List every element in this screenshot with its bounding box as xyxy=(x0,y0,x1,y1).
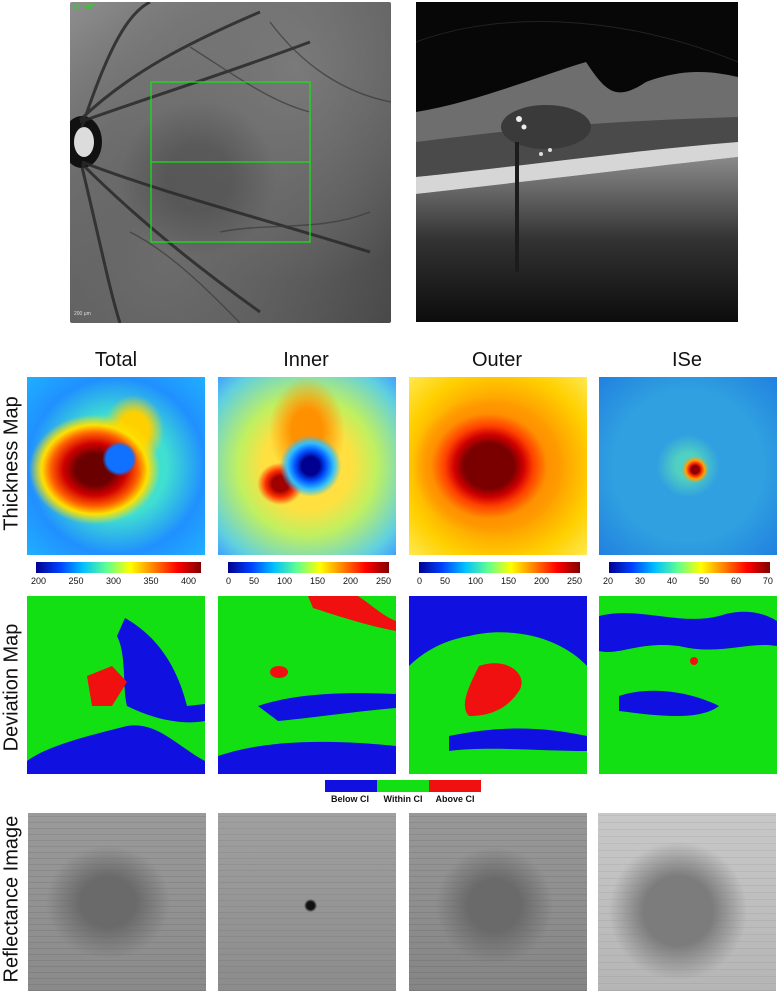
colorbar-outer xyxy=(419,562,580,573)
fundus-image: 30° ART 200 μm xyxy=(70,2,391,323)
deviation-map-outer xyxy=(409,596,587,774)
column-title-total: Total xyxy=(94,349,138,371)
fundus-label: 30° ART xyxy=(73,5,96,11)
colorbar-inner xyxy=(228,562,389,573)
deviation-map-total xyxy=(27,596,205,774)
column-title-ise: ISe xyxy=(671,349,703,371)
reflectance-image-ise xyxy=(598,813,776,991)
reflectance-image-total xyxy=(28,813,206,991)
row-title-thickness: Thickness Map xyxy=(0,396,23,531)
colorbar-ticks-ise: 20 30 40 50 60 70 xyxy=(603,576,773,586)
legend-within-swatch xyxy=(377,780,429,792)
thickness-map-total xyxy=(27,377,205,555)
thickness-map-inner xyxy=(218,377,396,555)
reflectance-image-inner xyxy=(218,813,396,991)
oct-bscan-image xyxy=(416,2,738,322)
colorbar-ticks-total: 200 250 300 350 400 xyxy=(31,576,196,586)
legend-above-swatch xyxy=(429,780,481,792)
row-title-deviation: Deviation Map xyxy=(0,623,23,752)
deviation-map-ise xyxy=(599,596,777,774)
column-title-inner: Inner xyxy=(283,349,329,371)
fundus-scale-label: 200 μm xyxy=(74,311,91,317)
reflectance-image-outer xyxy=(409,813,587,991)
legend-within-label: Within CI xyxy=(383,794,423,804)
row-title-reflectance: Reflectance Image xyxy=(0,815,23,983)
colorbar-ticks-inner: 0 50 100 150 200 250 xyxy=(226,576,391,586)
colorbar-ticks-outer: 0 50 100 150 200 250 xyxy=(417,576,582,586)
deviation-map-inner xyxy=(218,596,396,774)
colorbar-ise xyxy=(609,562,770,573)
column-title-outer: Outer xyxy=(471,349,523,371)
thickness-map-outer xyxy=(409,377,587,555)
legend-above-label: Above CI xyxy=(435,794,475,804)
colorbar-total xyxy=(36,562,201,573)
legend-below-label: Below CI xyxy=(330,794,369,804)
thickness-map-ise xyxy=(599,377,777,555)
legend-below-swatch xyxy=(325,780,377,792)
